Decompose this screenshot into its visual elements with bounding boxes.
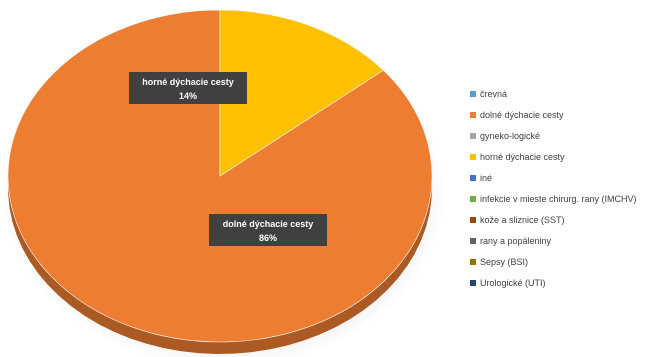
- legend-item-crevna: črevná: [470, 89, 507, 99]
- legend-item-ine: iné: [470, 173, 492, 183]
- pie-group: [2, 9, 446, 357]
- legend-swatch: [470, 280, 476, 286]
- legend-swatch: [470, 259, 476, 265]
- data-label-name: horné dýchacie cesty: [142, 77, 234, 87]
- pie-slice-horne-dychacie-cesty: [219, 9, 384, 177]
- legend-swatch: [470, 112, 476, 118]
- legend-swatch: [470, 238, 476, 244]
- legend-item-koze-a-sliznice-sst: kože a sliznice (SST): [470, 215, 565, 225]
- data-label-percent: 14%: [179, 91, 197, 101]
- legend-label: črevná: [480, 89, 507, 99]
- legend-swatch: [470, 154, 476, 160]
- legend-item-gyneko-logicke: gyneko-logické: [470, 131, 540, 141]
- legend-swatch: [470, 196, 476, 202]
- legend-swatch: [470, 133, 476, 139]
- legend-label: iné: [480, 173, 492, 183]
- legend-label: Sepsy (BSI): [480, 257, 528, 267]
- legend-item-urologicke-uti: Urologické (UTI): [470, 278, 546, 288]
- legend-item-dolne-dychacie-cesty: dolné dýchacie cesty: [470, 110, 564, 120]
- legend-label: infekcie v mieste chirurg. rany (IMCHV): [480, 194, 637, 204]
- legend-item-rany-a-popaleniny: rany a popáleniny: [470, 236, 552, 246]
- legend-label: kože a sliznice (SST): [480, 215, 565, 225]
- legend-label: rany a popáleniny: [480, 236, 552, 246]
- legend-item-infekcie-v-mieste-chirurg-rany-imchv: infekcie v mieste chirurg. rany (IMCHV): [470, 194, 637, 204]
- data-label-percent: 86%: [259, 233, 277, 243]
- legend-swatch: [470, 175, 476, 181]
- data-label-dolne-dychacie-cesty: dolné dýchacie cesty 86%: [209, 214, 327, 246]
- data-label-box: [209, 214, 327, 246]
- legend-label: dolné dýchacie cesty: [480, 110, 564, 120]
- data-label-name: dolné dýchacie cesty: [223, 219, 314, 229]
- legend: črevná dolné dýchacie cesty gyneko-logické…: [470, 89, 637, 288]
- legend-label: Urologické (UTI): [480, 278, 546, 288]
- legend-item-sepsy-bsi: Sepsy (BSI): [470, 257, 528, 267]
- legend-swatch: [470, 91, 476, 97]
- data-label-box: [129, 72, 247, 104]
- data-labels: horné dýchacie cesty 14% dolné dýchacie ce…: [129, 72, 327, 246]
- legend-item-horne-dychacie-cesty: horné dýchacie cesty: [470, 152, 565, 162]
- data-label-horne-dychacie-cesty: horné dýchacie cesty 14%: [129, 72, 247, 104]
- legend-label: gyneko-logické: [480, 131, 540, 141]
- legend-swatch: [470, 217, 476, 223]
- legend-label: horné dýchacie cesty: [480, 152, 565, 162]
